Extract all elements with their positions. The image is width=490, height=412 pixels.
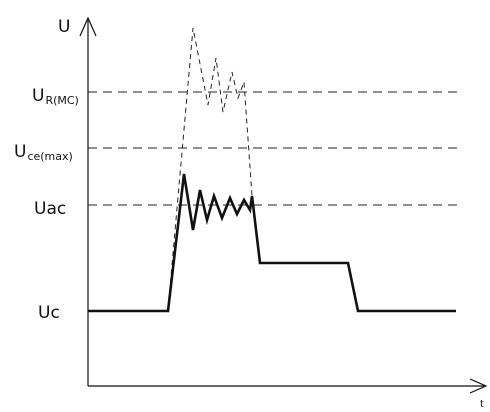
u-rimc-label-sub: R(MC) [45, 94, 78, 107]
y-axis-label: U [58, 17, 70, 37]
u-ce-max-label-main: U [14, 142, 26, 162]
y-axis-arrowhead [79, 16, 97, 37]
u-rimc-label: UR(MC) [32, 86, 79, 107]
u-ac-label: Uac [34, 199, 66, 219]
u-ce-max-label-sub: ce(max) [27, 150, 72, 163]
u-ce-max-label: Uce(max) [14, 142, 73, 163]
u-c-label: Uc [38, 303, 60, 323]
x-axis-arrowhead [469, 378, 488, 394]
u-rimc-label-main: U [32, 86, 44, 106]
unlimited-voltage-waveform [167, 27, 253, 311]
x-axis-label: t [480, 399, 484, 410]
limited-voltage-waveform [88, 173, 456, 313]
